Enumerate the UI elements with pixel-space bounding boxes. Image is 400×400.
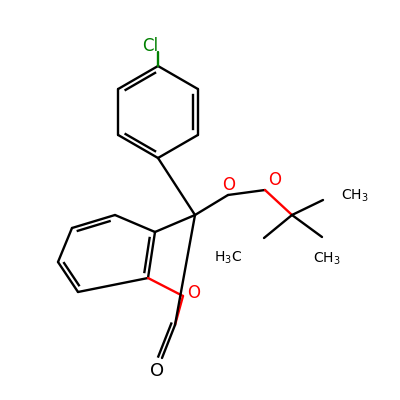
Text: O: O — [222, 176, 236, 194]
Text: CH$_3$: CH$_3$ — [313, 251, 341, 267]
Text: Cl: Cl — [142, 37, 158, 55]
Text: O: O — [150, 362, 164, 380]
Text: O: O — [188, 284, 200, 302]
Text: CH$_3$: CH$_3$ — [341, 188, 369, 204]
Text: O: O — [268, 171, 282, 189]
Text: H$_3$C: H$_3$C — [214, 250, 242, 266]
